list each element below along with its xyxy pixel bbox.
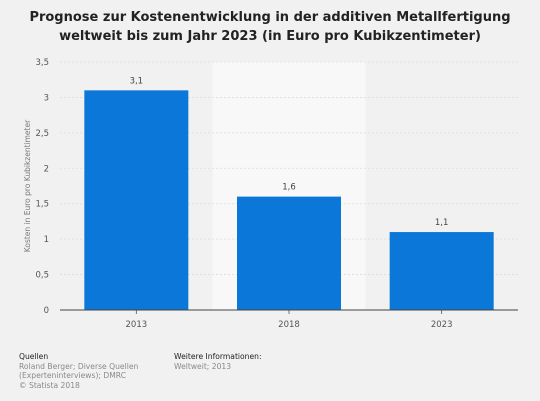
sources-line-2: (Experteninterviews); DMRC: [19, 371, 127, 380]
data-label: 1,6: [282, 183, 296, 193]
y-tick-label: 2,5: [35, 129, 49, 139]
sources-block: Quellen Roland Berger; Diverse Quellen (…: [19, 352, 138, 390]
y-tick-label: 1,5: [35, 200, 49, 210]
info-heading: Weitere Informationen:: [174, 352, 262, 361]
bar-2023: [389, 232, 494, 310]
x-tick-label: 2013: [126, 320, 148, 330]
y-tick-label: 3,5: [35, 58, 49, 68]
data-label: 3,1: [130, 76, 144, 86]
chart-title: Prognose zur Kostenentwicklung in der ad…: [0, 8, 540, 46]
y-tick-label: 0: [44, 306, 49, 316]
y-tick-label: 3: [44, 93, 49, 103]
bar-2013: [84, 90, 189, 310]
x-tick-label: 2018: [278, 320, 300, 330]
data-label: 1,1: [435, 218, 449, 228]
chart-title-line-2: weltweit bis zum Jahr 2023 (in Euro pro …: [59, 29, 481, 44]
y-tick-label: 0,5: [35, 271, 49, 281]
y-tick-label: 1: [44, 235, 49, 245]
sources-heading: Quellen: [19, 352, 49, 361]
bar-2018: [237, 196, 341, 310]
y-axis-label: Kosten in Euro pro Kubikzentimeter: [23, 119, 32, 252]
x-tick-label: 2023: [431, 320, 453, 330]
copyright-line: © Statista 2018: [19, 380, 80, 390]
y-tick-label: 2: [44, 164, 49, 174]
chart-title-line-1: Prognose zur Kostenentwicklung in der ad…: [29, 10, 511, 25]
sources-line-1: Roland Berger; Diverse Quellen: [19, 361, 139, 371]
info-block: Weitere Informationen: Weltweit; 2013: [174, 352, 262, 371]
info-line-1: Weltweit; 2013: [174, 361, 232, 371]
